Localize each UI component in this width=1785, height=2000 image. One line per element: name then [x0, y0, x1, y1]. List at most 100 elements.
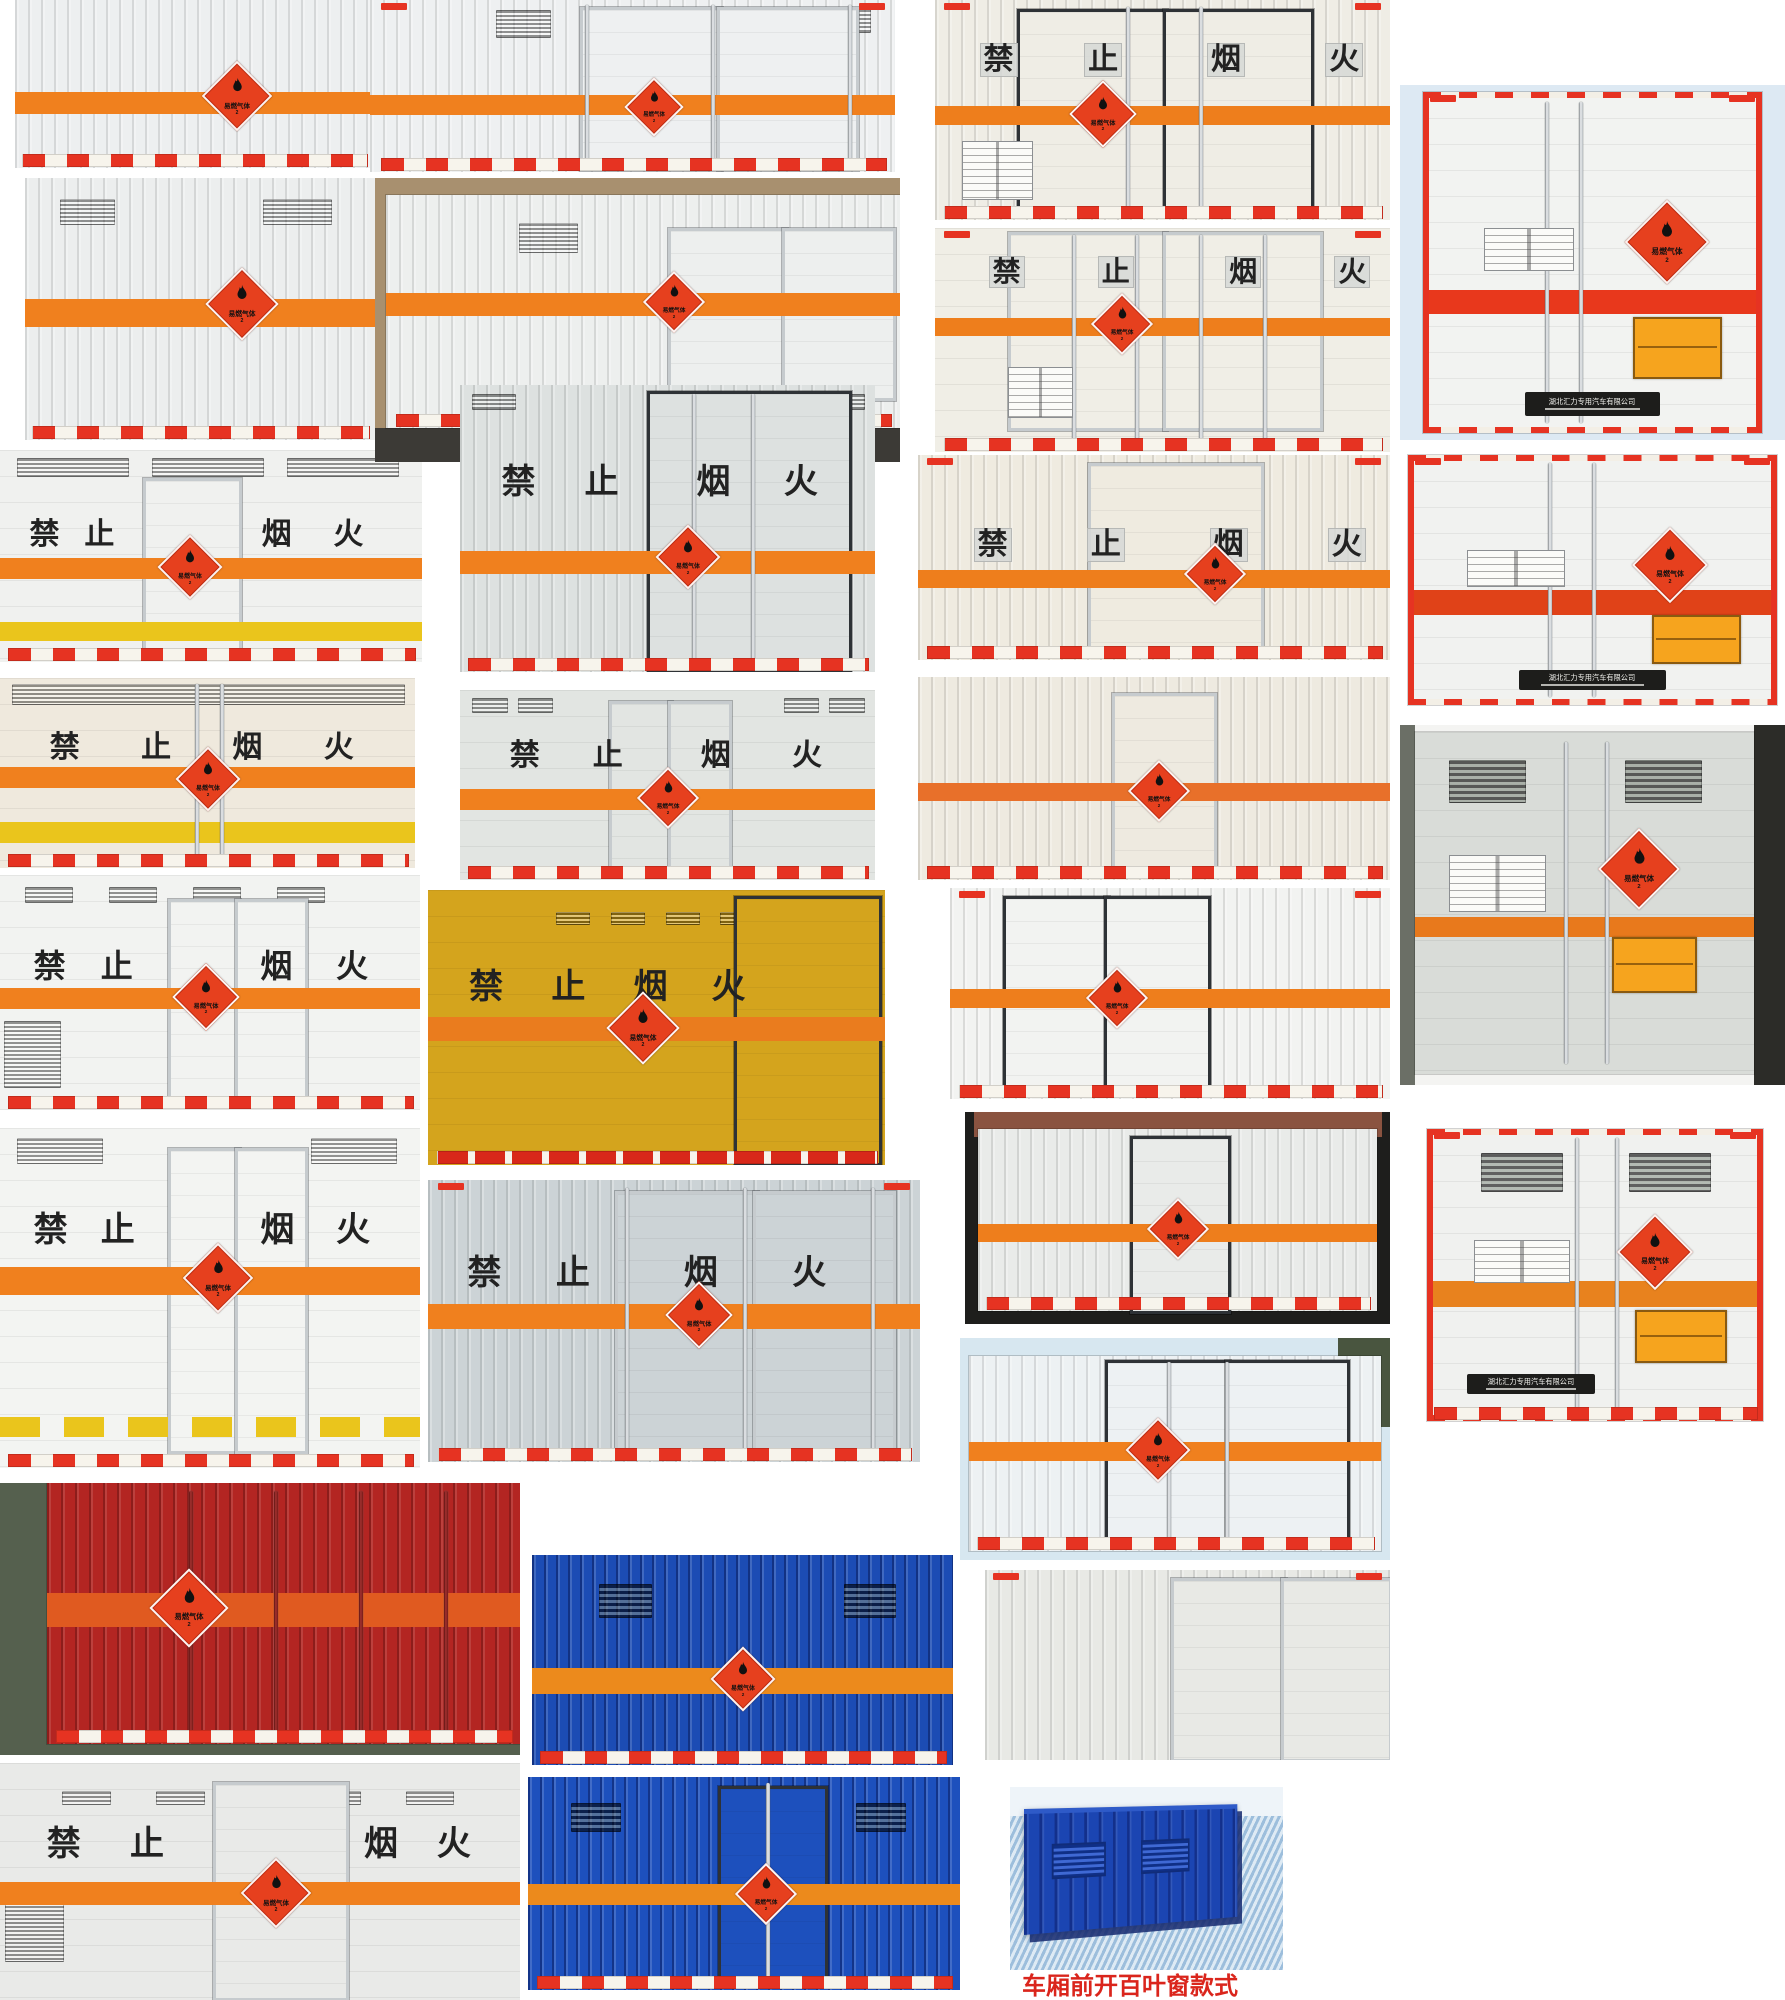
corner-reflector [437, 1183, 464, 1190]
louver-vent-icon [25, 886, 74, 903]
photo-grey-box-nofire-twin-doors: 禁 止 烟 火易燃气体 2 [460, 690, 875, 880]
no-fire-char: 火 [792, 739, 822, 773]
flammable-diamond: 易燃气体 2 [636, 767, 699, 830]
diamond-label: 易燃气体 [1147, 796, 1171, 803]
flame-icon [268, 1874, 283, 1896]
louver-vent-icon [405, 1791, 455, 1806]
diamond-class: 2 [1214, 586, 1217, 592]
photo-side-center-door-brick-bg: 易燃气体 2 [965, 1112, 1390, 1324]
no-fire-char: 烟 [696, 463, 731, 502]
reflective-strip [944, 438, 1383, 451]
diamond-label: 易燃气体 [656, 804, 679, 811]
box-face: 禁止烟火易燃气体 2 [460, 385, 875, 672]
photo-backdrop [1754, 725, 1785, 1085]
louver-vent-icon [12, 683, 405, 705]
photo-cream-rear-nofire-2: 禁 止 烟 火易燃气体 2 [935, 228, 1390, 452]
no-fire-char: 禁 [33, 1211, 68, 1249]
lock-rod [1071, 234, 1076, 446]
flame-icon [1151, 1431, 1165, 1452]
hazard-stripe [1415, 916, 1755, 938]
corner-reflector [858, 3, 885, 10]
reflective-strip [437, 1448, 913, 1461]
diamond-class: 2 [1157, 1462, 1160, 1468]
info-plate [1484, 228, 1575, 272]
photo-rear-quarter-sky-bg: 易燃气体 2 [960, 1338, 1390, 1560]
box-face: 易燃气体 2 湖北汇力专用汽车有限公司 [1423, 92, 1762, 433]
louver-vent-icon [599, 1584, 652, 1618]
box-face: 禁止烟火易燃气体 2 [0, 1763, 520, 2000]
no-fire-char: 火 [323, 731, 354, 765]
diamond-label: 易燃气体 [1146, 1456, 1171, 1463]
flame-icon [201, 760, 215, 781]
flammable-diamond: 易燃气体 2 [1617, 1213, 1694, 1290]
photo-yellow-box-nofire: 禁止烟火易燃气体 2 [428, 890, 885, 1165]
lock-rod [1198, 234, 1203, 446]
lock-rod [359, 1490, 364, 1737]
door-panel [1280, 1577, 1390, 1760]
lock-rod [585, 5, 590, 167]
flammable-diamond: 易燃气体 2 [1069, 80, 1138, 149]
louver-vent-icon [571, 1802, 621, 1833]
company-plate: 湖北汇力专用汽车有限公司 [1518, 669, 1667, 690]
diamond-label: 易燃气体 [1203, 580, 1227, 587]
diamond-label: 易燃气体 [1166, 1235, 1189, 1242]
lock-rod [1578, 102, 1583, 423]
no-fire-char: 火 [336, 948, 369, 985]
box-face: 易燃气体 2 [25, 178, 375, 440]
reflective-strip [976, 1537, 1376, 1551]
reflective-strip [8, 648, 416, 661]
flame-icon [234, 284, 250, 307]
no-fire-char: 止 [100, 1211, 135, 1249]
reflective-strip [56, 1730, 513, 1744]
hazard-stripe [25, 298, 375, 328]
diamond-label: 易燃气体 [205, 1284, 232, 1292]
flammable-diamond: 易燃气体 2 [1597, 827, 1680, 910]
placard-divider [1639, 1334, 1723, 1337]
louver-vent-icon [60, 198, 115, 225]
louver-vent-icon [310, 1138, 397, 1164]
photo-rear-quarter-white-1: 易燃气体 2 [370, 0, 895, 172]
flammable-diamond: 易燃气体 2 [1090, 293, 1153, 356]
flammable-diamond: 易燃气体 2 [1624, 199, 1710, 285]
no-fire-char: 禁 [501, 463, 536, 502]
no-fire-char: 止 [100, 948, 133, 985]
flammable-diamond: 易燃气体 2 [606, 990, 680, 1065]
flame-icon [180, 1588, 197, 1612]
louver-vent-icon [286, 458, 399, 478]
diamond-class: 2 [1157, 802, 1160, 808]
flame-icon [1096, 96, 1110, 117]
photo-red-container-box: 易燃气体 2 [0, 1483, 520, 1755]
no-fire-char: 火 [1335, 257, 1370, 288]
photo-box-side-stripe-1: 易燃气体 2 [15, 0, 373, 168]
no-fire-char: 禁 [989, 257, 1024, 288]
box-face: 禁止烟火易燃气体 2 [935, 228, 1390, 452]
hazard-stripe [15, 92, 373, 115]
flame-icon [1115, 307, 1128, 327]
hazard-stripe [0, 1417, 420, 1438]
no-fire-char: 烟 [261, 517, 292, 551]
louver-window-icon [1140, 1838, 1190, 1874]
no-fire-char: 止 [1085, 44, 1122, 76]
diamond-class: 2 [1665, 258, 1669, 265]
hazard-stripe [385, 292, 900, 317]
hazard-stripe [1423, 289, 1762, 314]
flammable-diamond: 易燃气体 2 [1125, 1416, 1191, 1483]
box-face [985, 1570, 1390, 1760]
reflective-strip [540, 1751, 947, 1764]
box-face: 易燃气体 2 [46, 1483, 520, 1745]
flame-icon [1658, 220, 1676, 245]
info-plate [962, 140, 1033, 200]
orange-placard [1611, 937, 1698, 993]
diamond-label: 易燃气体 [1641, 1257, 1670, 1265]
door-panel [235, 1148, 309, 1454]
louver-vent-icon [263, 198, 332, 225]
diamond-class: 2 [697, 1327, 700, 1333]
no-fire-char: 烟 [700, 739, 731, 773]
diamond-class: 2 [217, 1291, 220, 1298]
corner-reflector [944, 231, 971, 238]
corner-reflector [1433, 1132, 1460, 1140]
no-fire-char: 烟 [1208, 44, 1244, 76]
photo-rear-center-door-nofire-2: 禁 止 烟火易燃气体 2 [0, 1763, 520, 2000]
photo-rear-doors-louver-vents: 易燃气体 2 [1400, 725, 1785, 1085]
flammable-diamond: 易燃气体 2 [1127, 759, 1190, 822]
